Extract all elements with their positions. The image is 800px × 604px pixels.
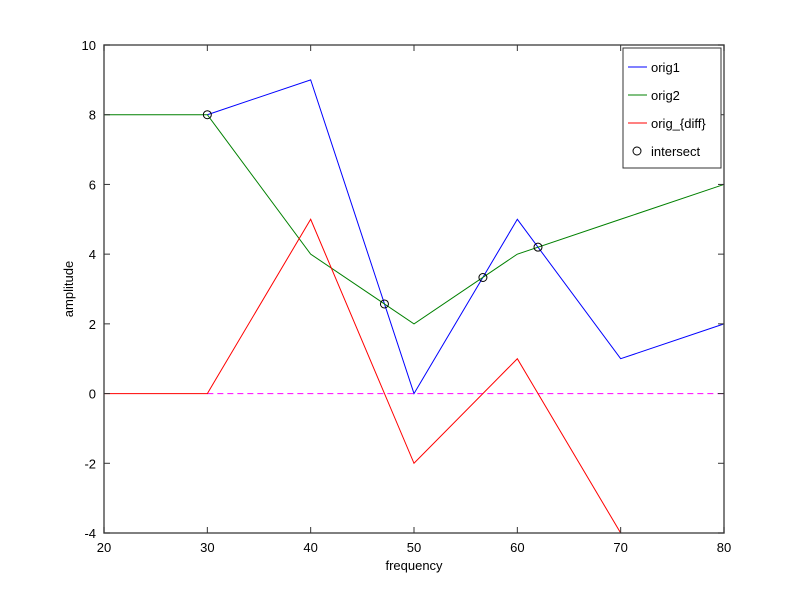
series-line-orig2 — [104, 114, 725, 325]
x-tick-label: 20 — [97, 540, 111, 555]
y-tick-label: 4 — [89, 247, 96, 262]
y-tick-label: 2 — [89, 317, 96, 332]
y-tick-label: 8 — [89, 108, 96, 123]
series-line-orig1 — [207, 79, 725, 395]
x-tick-label: 60 — [510, 540, 524, 555]
legend-label-2: orig_{diff} — [651, 116, 706, 131]
x-tick-label: 80 — [717, 540, 731, 555]
x-tick-label: 40 — [303, 540, 317, 555]
legend-label-0: orig1 — [651, 60, 680, 75]
intersect-marker — [478, 272, 488, 282]
x-tick-label: 50 — [407, 540, 421, 555]
x-tick-label: 70 — [613, 540, 627, 555]
y-axis-label: amplitude — [61, 261, 76, 317]
y-tick-label: -2 — [84, 456, 96, 471]
y-tick-label: 10 — [82, 38, 96, 53]
intersect-marker — [379, 299, 389, 309]
y-tick-label: -4 — [84, 526, 96, 541]
intersect-marker — [202, 110, 212, 120]
intersect-marker — [533, 242, 543, 252]
legend-marker-3 — [632, 146, 642, 156]
series-line-origdiff — [104, 218, 724, 534]
x-axis-label: frequency — [385, 558, 443, 573]
y-tick-label: 0 — [89, 387, 96, 402]
x-tick-label: 30 — [200, 540, 214, 555]
legend-label-1: orig2 — [651, 88, 680, 103]
y-tick-label: 6 — [89, 177, 96, 192]
legend-label-3: intersect — [651, 144, 701, 159]
